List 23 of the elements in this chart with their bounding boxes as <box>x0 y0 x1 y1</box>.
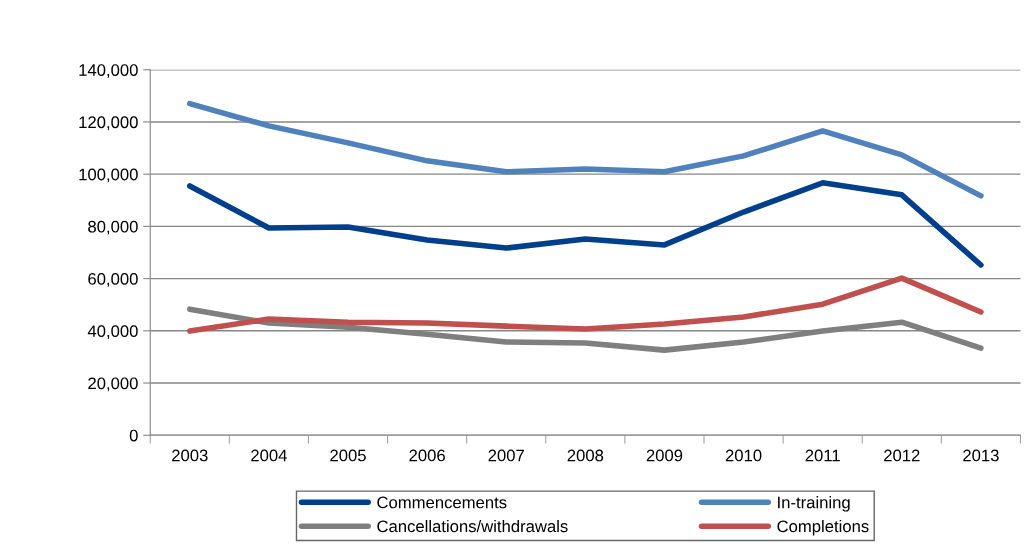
legend-label: In-training <box>778 496 850 512</box>
y-tick-label: 40,000 <box>87 325 138 339</box>
x-tick-label: 2010 <box>725 449 762 462</box>
x-tick-label: 2007 <box>488 449 524 462</box>
y-tick-label: 0 <box>129 429 138 442</box>
x-tick-label: 2013 <box>963 449 999 462</box>
x-tick-label: 2004 <box>251 449 287 462</box>
y-tick-label: 60,000 <box>88 273 138 287</box>
y-tick-label: 80,000 <box>88 220 138 235</box>
y-tick-label: 120,000 <box>79 116 138 131</box>
x-tick-label: 2003 <box>172 449 208 462</box>
x-tick-label: 2006 <box>409 449 445 462</box>
legend-label: Cancellations/withdrawals <box>377 519 568 533</box>
y-tick-label: 140,000 <box>79 64 138 78</box>
y-tick-label: 100,000 <box>79 168 138 183</box>
x-tick-label: 2011 <box>805 449 840 462</box>
legend-label: Commencements <box>377 496 507 509</box>
x-tick-label: 2012 <box>884 449 920 462</box>
y-tick-label: 20,000 <box>88 377 138 392</box>
x-tick-label: 2008 <box>567 449 604 462</box>
x-tick-label: 2009 <box>646 449 683 462</box>
legend-label: Completions <box>777 519 869 536</box>
x-tick-label: 2005 <box>330 449 366 462</box>
